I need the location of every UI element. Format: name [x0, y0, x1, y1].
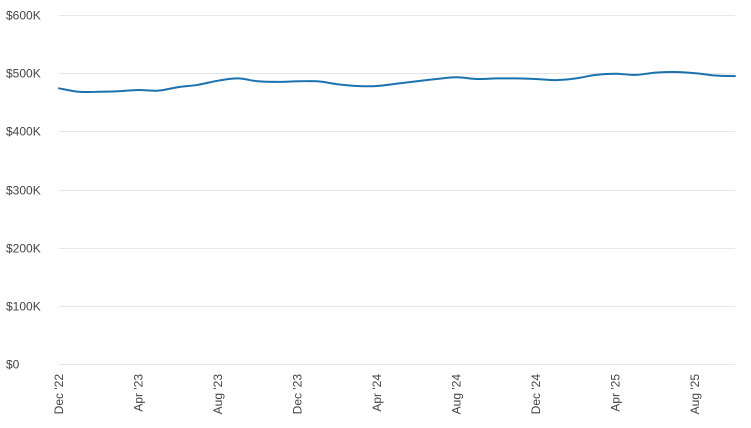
data-point[interactable] [553, 77, 559, 83]
x-tick-label: Apr '24 [370, 374, 384, 412]
data-point[interactable] [633, 72, 639, 78]
data-point[interactable] [56, 85, 62, 91]
y-tick-label: $200K [6, 242, 41, 256]
y-tick-label: $500K [6, 67, 41, 81]
x-tick-label: Dec '24 [529, 374, 543, 415]
data-point[interactable] [315, 78, 321, 84]
data-point[interactable] [434, 76, 440, 82]
y-tick-label: $0 [6, 358, 20, 372]
y-tick-label: $100K [6, 300, 41, 314]
data-point[interactable] [155, 88, 161, 94]
data-point[interactable] [513, 75, 519, 81]
x-axis: Dec '22 Apr '23 Aug '23 Dec '23 Apr '24 Aug '… [52, 374, 702, 415]
data-point[interactable] [573, 75, 579, 81]
x-tick-label: Apr '25 [609, 374, 623, 412]
data-point[interactable] [354, 83, 360, 89]
data-point[interactable] [255, 78, 261, 84]
data-point[interactable] [613, 71, 619, 77]
data-point[interactable] [454, 74, 460, 80]
data-point[interactable] [653, 70, 659, 76]
data-point[interactable] [76, 89, 82, 95]
data-point[interactable] [295, 78, 301, 84]
data-point[interactable] [334, 81, 340, 87]
data-point[interactable] [215, 78, 221, 84]
data-point[interactable] [374, 83, 380, 89]
data-point[interactable] [414, 78, 420, 84]
y-axis: $0 $100K $200K $300K $400K $500K $600K [6, 9, 41, 372]
x-tick-label: Dec '22 [52, 374, 66, 415]
data-point[interactable] [394, 81, 400, 87]
x-tick-label: Aug '23 [211, 374, 225, 415]
series-layer [56, 69, 738, 95]
data-point[interactable] [593, 72, 599, 78]
data-point[interactable] [275, 79, 281, 85]
data-point[interactable] [672, 69, 678, 75]
y-tick-label: $600K [6, 9, 41, 23]
data-point[interactable] [116, 88, 122, 94]
x-tick-label: Aug '25 [688, 374, 702, 415]
data-point[interactable] [175, 84, 181, 90]
data-point[interactable] [732, 73, 738, 79]
data-point[interactable] [96, 89, 102, 95]
x-tick-label: Apr '23 [132, 374, 146, 412]
data-point[interactable] [235, 75, 241, 81]
y-tick-label: $300K [6, 184, 41, 198]
data-point[interactable] [136, 87, 142, 93]
data-point[interactable] [533, 76, 539, 82]
gridlines [59, 15, 735, 365]
data-point[interactable] [474, 76, 480, 82]
data-point[interactable] [493, 75, 499, 81]
data-point[interactable] [712, 73, 718, 79]
y-tick-label: $400K [6, 125, 41, 139]
data-point[interactable] [195, 82, 201, 88]
x-tick-label: Aug '24 [450, 374, 464, 415]
data-point[interactable] [692, 70, 698, 76]
series-line [58, 70, 736, 94]
x-tick-label: Dec '23 [291, 374, 305, 415]
